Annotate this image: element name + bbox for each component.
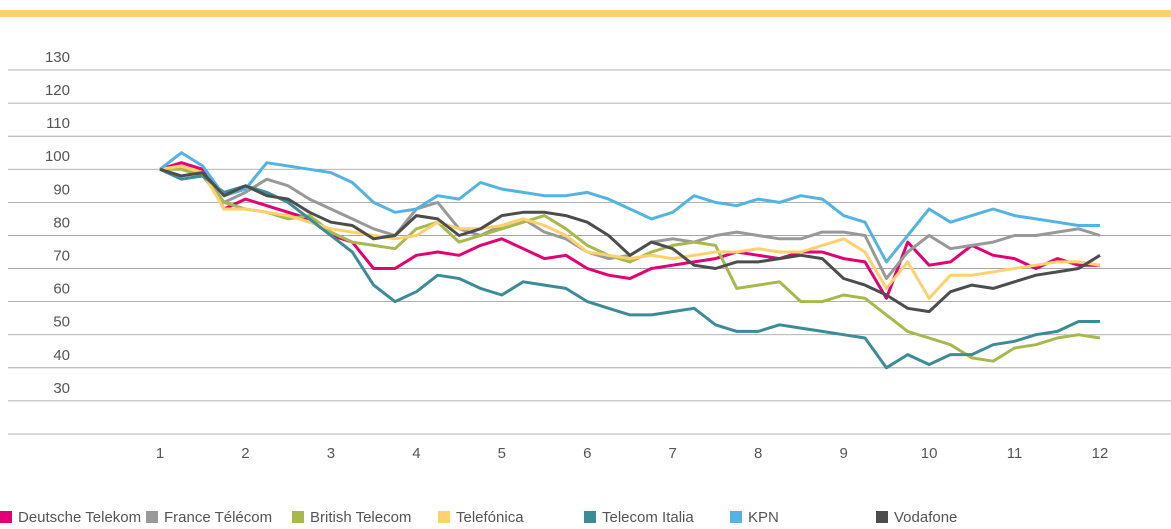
x-tick-label: 4: [412, 445, 420, 462]
legend-label: France Télécom: [164, 509, 272, 526]
x-tick-label: 12: [1092, 445, 1109, 462]
top-bar: [0, 10, 1171, 17]
x-tick-label: 2: [241, 445, 249, 462]
series-line: [159, 151, 1100, 264]
x-tick-label: 7: [669, 445, 677, 462]
x-tick-label: 10: [921, 445, 938, 462]
x-tick-label: 1: [156, 445, 164, 462]
y-tick-label: 40: [53, 347, 70, 364]
series-line: [159, 167, 1100, 370]
y-tick-label: 80: [53, 214, 70, 231]
y-tick-label: 110: [46, 115, 70, 132]
x-tick-label: 5: [498, 445, 506, 462]
legend-swatch: [876, 511, 888, 523]
x-tick-label: 9: [839, 445, 847, 462]
y-tick-label: 90: [53, 181, 70, 198]
legend-swatch: [730, 511, 742, 523]
series-line: [160, 167, 1101, 363]
x-tick-label: 6: [583, 445, 591, 462]
series-line: [159, 161, 1100, 300]
legend-swatch: [584, 511, 596, 523]
legend-label: Telecom Italia: [602, 509, 694, 526]
legend-swatch: [292, 511, 304, 523]
y-tick-label: 120: [45, 82, 70, 99]
x-tick-label: 8: [754, 445, 762, 462]
x-tick-label: 3: [327, 445, 335, 462]
y-tick-label: 70: [53, 248, 70, 265]
legend-label: Telefónica: [456, 509, 524, 526]
legend-label: Deutsche Telekom: [18, 509, 141, 526]
y-tick-label: 50: [53, 314, 70, 331]
x-tick-label: 11: [1007, 445, 1023, 462]
legend-swatch: [438, 511, 450, 523]
legend-swatch: [0, 511, 12, 523]
y-tick-label: 60: [53, 281, 70, 298]
legend-label: Vodafone: [894, 509, 957, 526]
series-line: [159, 167, 1101, 314]
y-tick-label: 30: [53, 380, 70, 397]
legend-swatch: [146, 511, 158, 523]
y-tick-label: 130: [45, 49, 70, 66]
legend-label: KPN: [748, 509, 779, 526]
y-tick-label: 100: [45, 148, 70, 165]
legend-label: British Telecom: [310, 509, 411, 526]
